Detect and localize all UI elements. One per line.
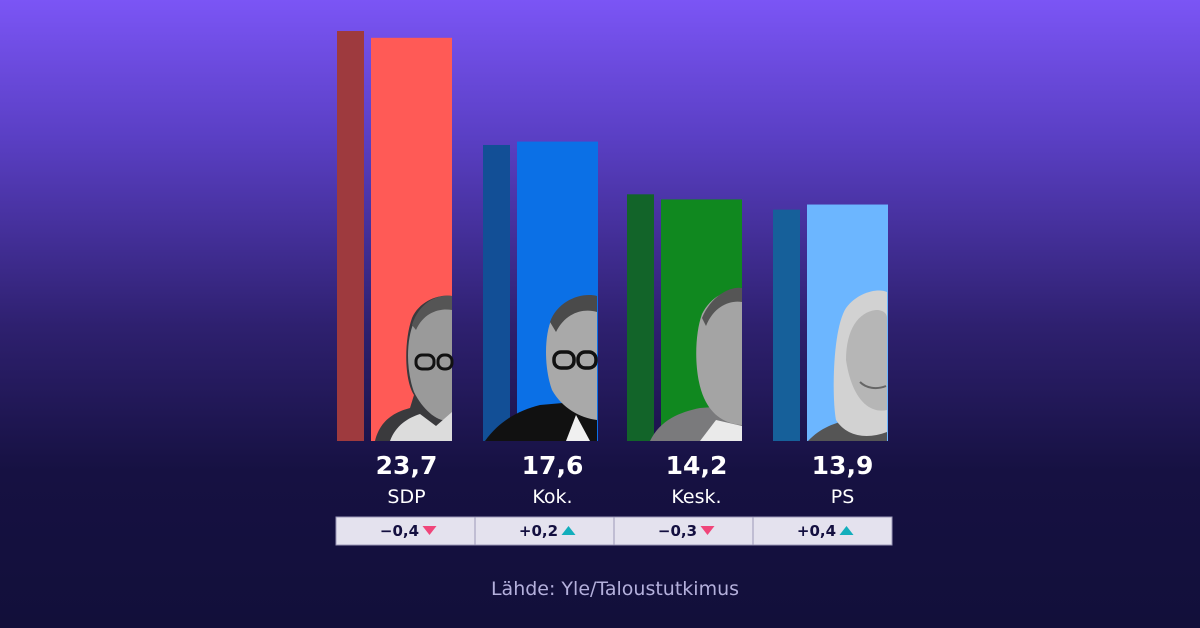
change-arrow-up-icon-kok	[561, 526, 576, 535]
change-label-ps: +0,4	[797, 522, 836, 540]
value-label-kok: 17,6	[522, 451, 584, 480]
change-box-ps	[752, 516, 893, 546]
kok-leader-portrait	[485, 295, 598, 441]
party-label-kesk: Kesk.	[671, 486, 721, 508]
value-label-ps: 13,9	[812, 451, 874, 480]
change-row: −0,4 +0,2 −0,3 +0,4	[335, 516, 893, 546]
change-label-kesk: −0,3	[658, 522, 697, 540]
change-box-kesk	[613, 516, 754, 546]
change-label-sdp: −0,4	[380, 522, 419, 540]
change-label-kok: +0,2	[519, 522, 558, 540]
party-label-kok: Kok.	[532, 486, 572, 508]
sdp-leader-portrait	[375, 295, 454, 441]
kesk-leader-portrait	[650, 287, 742, 441]
change-arrow-down-icon-kesk	[700, 526, 715, 535]
source-note: Lähde: Yle/Taloustutkimus	[490, 578, 740, 600]
change-arrow-down-icon-sdp	[422, 526, 437, 535]
value-label-sdp: 23,7	[376, 451, 438, 480]
portraits-group	[375, 287, 887, 441]
party-label-sdp: SDP	[387, 486, 425, 508]
value-and-party-labels: 23,7 SDP 17,6 Kok. 14,2 Kesk. 13,9 PS	[376, 451, 874, 508]
change-arrow-up-icon-ps	[839, 526, 854, 535]
bar-previous-kok	[483, 144, 510, 441]
value-label-kesk: 14,2	[666, 451, 728, 480]
ps-leader-portrait	[808, 290, 887, 441]
bar-previous-kesk	[627, 194, 654, 441]
bar-previous-ps	[773, 209, 800, 441]
party-label-ps: PS	[831, 486, 855, 508]
bar-previous-sdp	[337, 31, 364, 441]
